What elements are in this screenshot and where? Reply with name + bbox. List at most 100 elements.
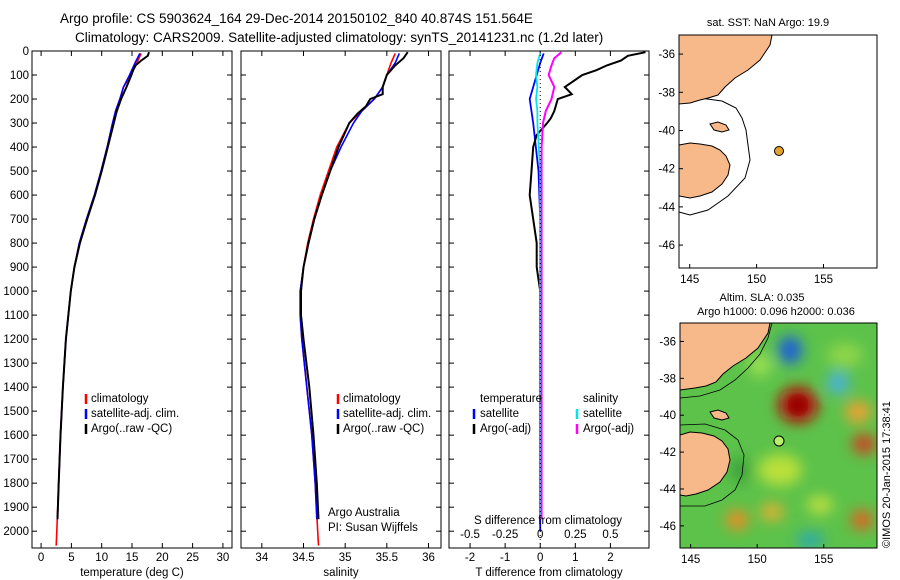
temperature-ytick-label: 1400 <box>3 382 29 394</box>
salinity-xtick-label: 35.5 <box>376 552 398 564</box>
temperature-ytick-label: 400 <box>10 142 29 154</box>
salinity-xtick-label: 34.5 <box>292 552 314 564</box>
salinity-legend-label: climatology <box>343 393 401 405</box>
sla-map-ytick-label: -46 <box>659 521 676 533</box>
difference-xtick-label: 2 <box>607 552 613 564</box>
temperature-xtick-label: 15 <box>126 552 139 564</box>
temperature-ytick-label: 200 <box>10 94 29 106</box>
sla-map-ytick-label: -44 <box>659 484 676 496</box>
salinity-legend-label: Argo(..raw -QC) <box>343 423 424 435</box>
difference-s-tick-label: -0.25 <box>492 529 518 541</box>
temperature-ytick-label: 1000 <box>3 286 29 298</box>
salinity-annotation-line2: PI: Susan Wijffels <box>328 522 418 534</box>
sst-float-marker <box>774 146 784 156</box>
sla-map-ytick-label: -40 <box>659 410 676 422</box>
sla-mainland-land <box>680 323 771 391</box>
temperature-xtick-label: 0 <box>38 552 44 564</box>
difference-s-tick-label: 0.5 <box>602 529 618 541</box>
difference-legend-label-t: Argo(-adj) <box>480 423 531 435</box>
sst-island-land <box>709 121 730 133</box>
temperature-ytick-label: 800 <box>10 238 29 250</box>
sst-map-xtick-label: 155 <box>814 274 833 286</box>
temperature-ytick-label: 2000 <box>3 526 29 538</box>
difference-xtick-label: -2 <box>465 552 475 564</box>
sla-map-panel: Altim. SLA: 0.035 Argo h1000: 0.096 h200… <box>659 292 893 566</box>
sla-float-marker <box>773 435 785 447</box>
sla-map-xtick-label: 150 <box>748 554 767 566</box>
sst-map-xtick-label: 145 <box>680 274 699 286</box>
temperature-ytick-label: 1600 <box>3 430 29 442</box>
temperature-ytick-label: 0 <box>23 46 29 58</box>
sst-valid-region-outline <box>678 96 751 216</box>
sst-map-ytick-label: -36 <box>658 49 675 61</box>
temperature-ytick-label: 1900 <box>3 502 29 514</box>
sla-map-frame <box>679 322 878 549</box>
salinity-axes-frame <box>240 50 442 549</box>
sla-island-land <box>709 409 730 421</box>
temperature-series-line-argo-raw-qc <box>56 51 150 520</box>
difference-series-line-s-argo-adj <box>540 51 562 520</box>
salinity-series-line-argo-raw-qc <box>300 51 409 520</box>
difference-s-tick-label: 0.25 <box>564 529 586 541</box>
temperature-xlabel: temperature (deg C) <box>80 567 184 579</box>
temperature-ytick-label: 500 <box>10 166 29 178</box>
difference-legend-title-temperature: temperature <box>480 393 542 405</box>
sst-mainland-land <box>678 34 773 105</box>
difference-s-axis-label: S difference from climatology <box>474 515 622 527</box>
temperature-ytick-label: 600 <box>10 190 29 202</box>
sst-map-ytick-label: -40 <box>658 125 675 137</box>
temperature-xtick-label: 30 <box>217 552 230 564</box>
difference-legend-label-s: Argo(-adj) <box>583 423 634 435</box>
salinity-annotation-line1: Argo Australia <box>328 507 400 519</box>
sla-map-subtitle: Argo h1000: 0.096 h2000: 0.036 <box>697 306 855 318</box>
sla-map-ytick-label: -36 <box>659 336 676 348</box>
temperature-ytick-label: 1700 <box>3 454 29 466</box>
temperature-legend-label: climatology <box>91 393 149 405</box>
salinity-xtick-label: 36 <box>422 552 435 564</box>
sla-map-ytick-label: -38 <box>659 373 676 385</box>
difference-s-tick-label: -0.5 <box>460 529 480 541</box>
difference-xtick-label: 0 <box>537 552 543 564</box>
temperature-xtick-label: 10 <box>95 552 108 564</box>
sla-field <box>680 323 877 548</box>
sst-map-ytick-label: -38 <box>658 87 675 99</box>
sst-map-xtick-label: 150 <box>747 274 766 286</box>
difference-legend-label-t: satellite <box>480 408 519 420</box>
title-line2: Climatology: CARS2009. Satellite-adjuste… <box>75 30 603 45</box>
sla-map-title: Altim. SLA: 0.035 <box>720 292 805 304</box>
temperature-ytick-label: 1200 <box>3 334 29 346</box>
difference-axes-frame <box>448 50 650 549</box>
difference-panel: -2 -1 0 1 2 T difference from climatology -0.5… <box>448 50 650 579</box>
sst-map-ytick-label: -42 <box>658 164 675 176</box>
temperature-ytick-label: 300 <box>10 118 29 130</box>
sst-map-title: sat. SST: NaN Argo: 19.9 <box>707 17 829 29</box>
temperature-legend-label: satellite-adj. clim. <box>91 408 179 420</box>
temperature-ytick-label: 1500 <box>3 406 29 418</box>
temperature-panel: 0 5 10 15 20 25 30 temperature (deg C) 0 100 200 30… <box>3 46 233 579</box>
sst-map-ytick-label: -46 <box>658 240 675 252</box>
sst-map-ytick-label: -44 <box>658 202 675 214</box>
sst-tasmania-land <box>678 142 731 199</box>
temperature-xtick-label: 20 <box>156 552 169 564</box>
sla-coastline-contour <box>680 323 773 507</box>
salinity-xtick-label: 34 <box>255 552 268 564</box>
temperature-xtick-label: 25 <box>186 552 199 564</box>
salinity-xtick-label: 35 <box>339 552 352 564</box>
difference-s-tick-label: 0 <box>537 529 543 541</box>
difference-xtick-label: 1 <box>572 552 578 564</box>
salinity-xlabel: salinity <box>323 567 358 579</box>
difference-xtick-label: -1 <box>500 552 510 564</box>
difference-xlabel: T difference from climatology <box>475 567 622 579</box>
temperature-ytick-label: 700 <box>10 214 29 226</box>
difference-legend-title-salinity: salinity <box>583 393 618 405</box>
title-line1: Argo profile: CS 5903624_164 29-Dec-2014… <box>60 11 533 26</box>
salinity-legend-label: satellite-adj. clim. <box>343 408 431 420</box>
temperature-ytick-label: 1100 <box>4 310 29 322</box>
temperature-ytick-label: 1300 <box>3 358 29 370</box>
temperature-ytick-label: 1800 <box>3 478 29 490</box>
temperature-ytick-label: 900 <box>10 262 29 274</box>
temperature-legend-label: Argo(..raw -QC) <box>91 423 172 435</box>
sla-map-xtick-label: 145 <box>681 554 700 566</box>
sla-map-xtick-label: 155 <box>814 554 833 566</box>
